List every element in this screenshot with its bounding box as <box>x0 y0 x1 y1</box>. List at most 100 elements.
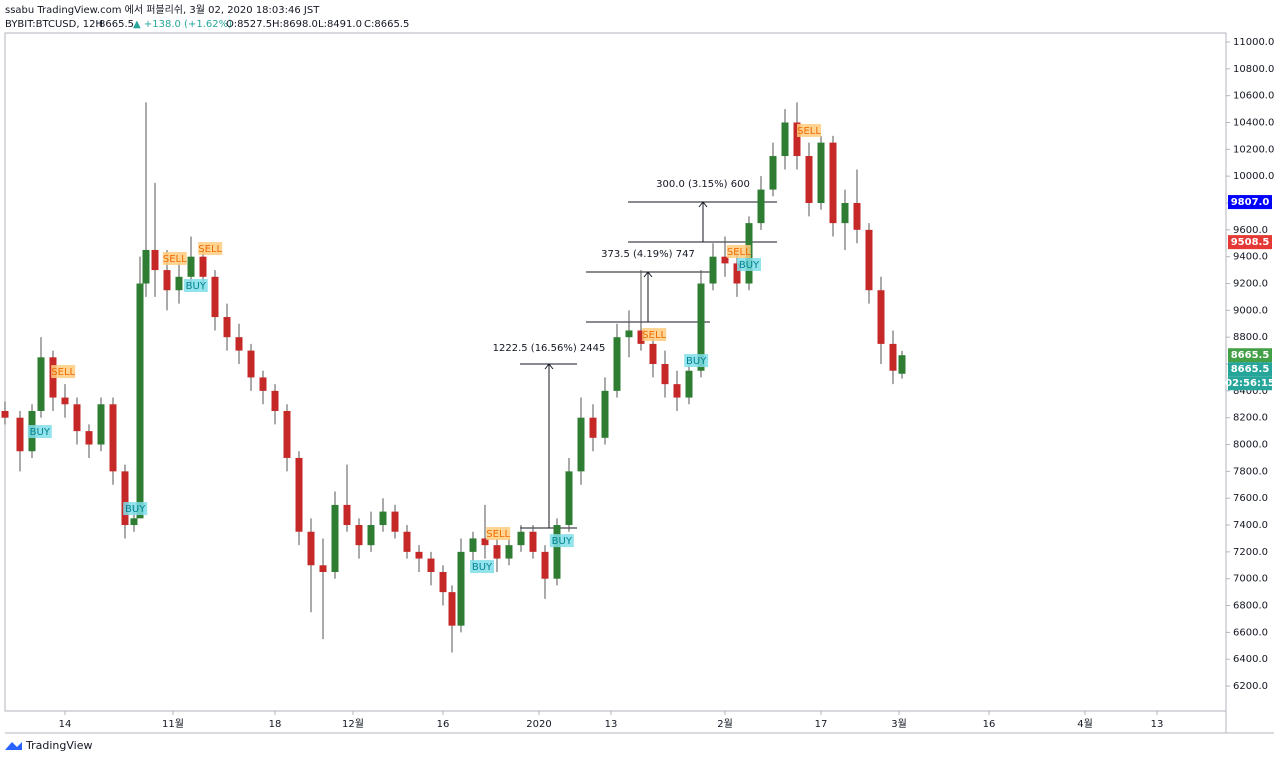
signal-label: SELL <box>797 126 821 137</box>
price-label-bg <box>1228 348 1272 363</box>
measure-label: 373.5 (4.19%) 747 <box>601 249 695 260</box>
candle-body <box>589 417 597 438</box>
candle-body <box>469 538 477 552</box>
candle-body <box>142 249 150 284</box>
signal-label: SELL <box>727 247 751 258</box>
candle-body <box>295 457 303 532</box>
x-tick-label: 16 <box>983 719 996 730</box>
candle-body <box>637 330 645 344</box>
y-tick-label: 7200.0 <box>1233 547 1268 558</box>
candle-body <box>898 355 906 374</box>
signal-box <box>183 279 208 293</box>
candle-body <box>661 364 669 385</box>
signal-box <box>726 244 751 258</box>
arrow-head <box>544 363 554 370</box>
price-label: 8665.5 <box>1231 350 1270 361</box>
candle-body <box>379 511 387 526</box>
signal-box <box>27 425 52 439</box>
candle-body <box>817 142 825 204</box>
candle-body <box>493 545 501 559</box>
signal-box <box>470 560 494 574</box>
y-tick-label: 6400.0 <box>1233 654 1268 665</box>
y-tick-label: 11000.0 <box>1233 37 1274 48</box>
last-price-label: 8665.5 <box>1231 364 1270 375</box>
last: 8665.5 <box>99 19 134 30</box>
candle-body <box>529 531 537 552</box>
candle-body <box>841 203 849 224</box>
y-tick-label: 7400.0 <box>1233 520 1268 531</box>
candle-body <box>61 397 69 405</box>
x-tick-label: 4월 <box>1077 718 1093 730</box>
publisher: ssabu TradingView.com 에서 퍼블리쉬, 3월 02, 20… <box>5 4 320 16</box>
x-tick-label: 17 <box>815 719 828 730</box>
x-tick-label: 2월 <box>717 718 733 730</box>
candle-body <box>271 390 279 411</box>
measure-tools <box>520 201 777 529</box>
symbol: BYBIT:BTCUSD, 12H <box>5 19 103 30</box>
candle-body <box>16 417 24 452</box>
signal-label: SELL <box>198 244 222 255</box>
candle-body <box>613 337 621 391</box>
countdown-bg <box>1228 376 1272 391</box>
candle-body <box>391 511 399 532</box>
signal-box <box>198 242 223 256</box>
candle-body <box>517 531 525 546</box>
candle-body <box>427 558 435 572</box>
candle-body <box>343 504 351 526</box>
y-tick-label: 9600.0 <box>1233 225 1268 236</box>
candle-body <box>565 471 573 526</box>
candle-body <box>283 410 291 458</box>
candle-body <box>649 343 657 365</box>
arrow-head <box>698 201 708 208</box>
y-tick-label: 6800.0 <box>1233 601 1268 612</box>
price-label: 9807.0 <box>1231 197 1270 208</box>
change: ▲ +138.0 (+1.62%) <box>133 19 232 30</box>
x-tick-label: 2020 <box>526 719 551 730</box>
x-tick-label: 3월 <box>891 718 907 730</box>
candle-body <box>136 283 144 519</box>
candle-body <box>175 276 183 291</box>
candle-body <box>577 417 585 472</box>
candle-body <box>85 431 93 445</box>
y-tick-label: 10000.0 <box>1233 171 1274 182</box>
candle-body <box>199 256 207 277</box>
countdown: 02:56:15 <box>1225 378 1275 389</box>
signal-box <box>123 502 148 516</box>
signal-label: SELL <box>51 367 75 378</box>
price-label: 9508.5 <box>1231 237 1270 248</box>
y-tick-label: 10200.0 <box>1233 144 1274 155</box>
signal-box <box>486 527 511 541</box>
logo <box>5 742 22 750</box>
arrow-head <box>643 271 653 278</box>
signal-label: BUY <box>739 260 760 271</box>
y-tick-label: 8800.0 <box>1233 332 1268 343</box>
last-price-label-bg <box>1228 362 1272 377</box>
candle-body <box>553 525 561 579</box>
candle-body <box>601 390 609 438</box>
signal-label: SELL <box>163 254 187 265</box>
signal-label: BUY <box>686 356 707 367</box>
x-tick-label: 14 <box>59 719 72 730</box>
signal-box <box>549 534 574 548</box>
candle-body <box>685 370 693 398</box>
candle-body <box>457 551 465 626</box>
signal-label: BUY <box>186 281 207 292</box>
signal-label: BUY <box>125 504 146 515</box>
open: O:8527.5 <box>226 19 272 30</box>
candle-body <box>109 404 117 472</box>
y-tick-label: 9000.0 <box>1233 305 1268 316</box>
y-tick-label: 9200.0 <box>1233 279 1268 290</box>
candle-body <box>697 283 705 371</box>
y-tick-label: 10800.0 <box>1233 64 1274 75</box>
x-tick-label: 16 <box>437 719 450 730</box>
candle-body <box>481 538 489 546</box>
candle-body <box>889 343 897 371</box>
signal-box <box>51 365 76 379</box>
candle-body <box>415 551 423 559</box>
candle-body <box>793 122 801 157</box>
x-tick-label: 18 <box>269 719 282 730</box>
y-tick-label: 6200.0 <box>1233 681 1268 692</box>
candle-body <box>130 518 138 526</box>
candle-body <box>709 256 717 284</box>
footer: TradingView <box>25 739 92 752</box>
